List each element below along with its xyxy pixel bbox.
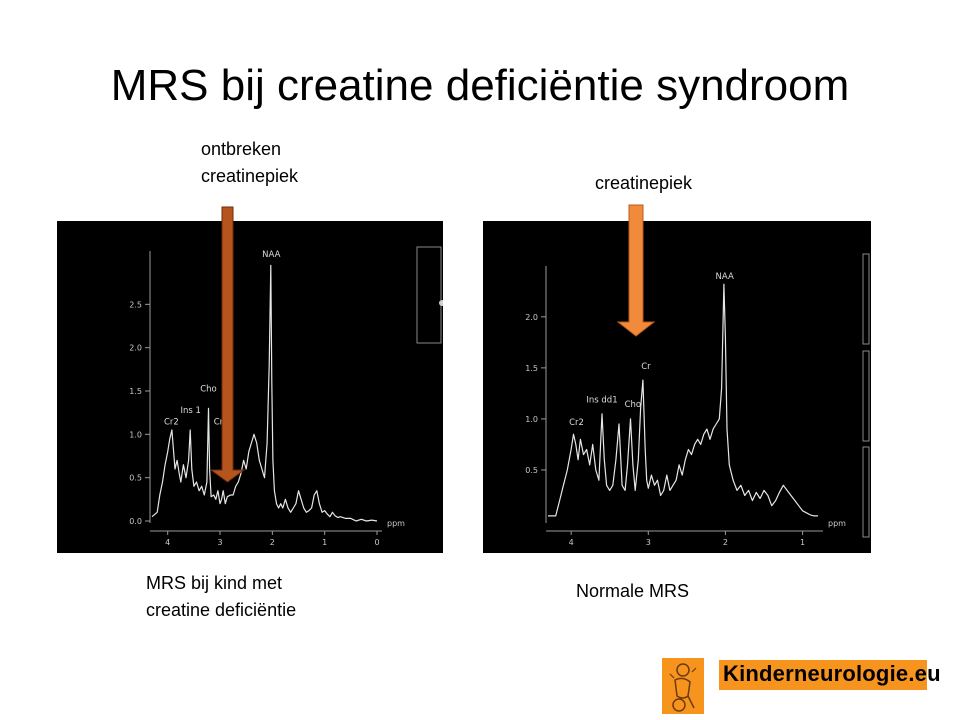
x-tick-label: 2 [723, 538, 728, 547]
spectrum-line [548, 283, 818, 517]
spectrum-line [151, 264, 378, 522]
peak-label: Ins 1 [181, 406, 201, 416]
peak-label: Ins dd1 [586, 396, 617, 406]
annotation-line-1: ontbreken [201, 139, 282, 159]
annotation-line-2: creatinepiek [201, 166, 299, 186]
y-tick-label: 0.5 [129, 474, 142, 483]
x-tick-label: 4 [165, 538, 170, 547]
image-frame [862, 350, 870, 442]
x-tick-label: 2 [270, 538, 275, 547]
y-tick-label: 1.5 [129, 387, 142, 396]
mrs-spectrum-chart-right: 0.5 1.0 1.5 2.0 4 3 2 1 ppm Cr2 Ins dd1 Cho Cr NAA [525, 253, 870, 547]
y-tick-label: 0.0 [129, 517, 142, 526]
image-frame [862, 253, 870, 345]
peak-label: Cho [625, 400, 642, 410]
caption-left-line-2: creatine deficiëntie [146, 600, 297, 620]
x-axis-label: ppm [387, 519, 405, 528]
x-tick-label: 0 [374, 538, 379, 547]
x-tick-label: 4 [569, 538, 574, 547]
x-tick-label: 3 [646, 538, 651, 547]
x-tick-label: 3 [217, 538, 222, 547]
y-tick-label: 1.0 [129, 430, 142, 439]
peak-label: NAA [716, 272, 734, 282]
annotation-missing-creatine-peak: ontbreken creatinepiek [201, 136, 298, 190]
annotation-creatine-peak: creatinepiek [595, 173, 693, 193]
peak-label: Cr [214, 417, 224, 427]
slide-title: MRS bij creatine deficiëntie syndroom [110, 61, 850, 110]
peak-label: Cho [200, 384, 217, 394]
peak-label: Cr2 [569, 418, 584, 428]
y-tick-label: 1.5 [525, 364, 538, 373]
peak-label: NAA [262, 250, 280, 260]
peak-label: Cr2 [164, 417, 179, 427]
brand-label: Kinderneurologie.eu [719, 660, 941, 690]
y-tick-label: 2.0 [129, 344, 142, 353]
y-tick-label: 0.5 [525, 466, 538, 475]
x-tick-label: 1 [800, 538, 805, 547]
logo-figure-icon [662, 658, 704, 714]
peak-label: Cr [641, 362, 651, 372]
y-tick-label: 2.0 [525, 313, 538, 322]
x-tick-label: 1 [322, 538, 327, 547]
y-tick-label: 1.0 [525, 415, 538, 424]
spectrum-panel-left: 0.0 0.5 1.0 1.5 2.0 2.5 4 3 2 1 0 ppm Cr2 Ins 1 Cho Cr N… [57, 221, 443, 553]
y-tick-label: 2.5 [129, 300, 142, 309]
image-frame [862, 446, 870, 538]
image-frame [416, 246, 442, 344]
brand-text: Kinderneurologie.eu [723, 661, 941, 686]
caption-left: MRS bij kind met creatine deficiëntie [146, 570, 296, 624]
caption-left-line-1: MRS bij kind met [146, 573, 283, 593]
caption-right: Normale MRS [576, 581, 690, 601]
spectrum-panel-right: 0.5 1.0 1.5 2.0 4 3 2 1 ppm Cr2 Ins dd1 Cho Cr NAA [483, 221, 871, 553]
x-axis-label: ppm [828, 519, 846, 528]
image-thumb [439, 300, 443, 306]
